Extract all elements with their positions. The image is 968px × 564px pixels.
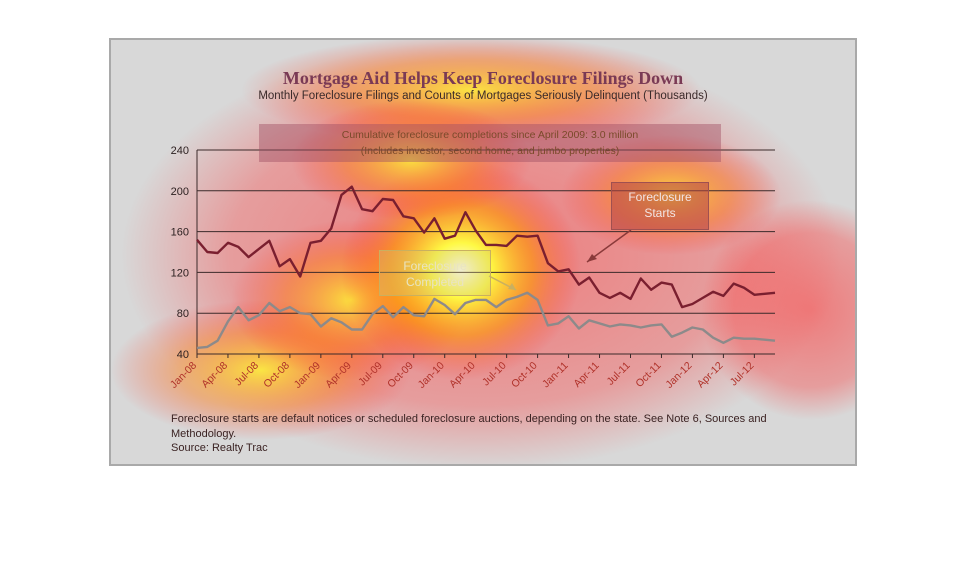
completed-arrowhead	[508, 283, 516, 290]
callout-starts-line-2: Starts	[644, 206, 676, 220]
x-tick-label: Oct-09	[385, 360, 416, 391]
x-tick-label: Apr-11	[571, 360, 601, 390]
x-tick-label: Jul-12	[728, 360, 757, 389]
source-text: Source: Realty Trac	[171, 442, 268, 454]
x-tick-label: Apr-08	[199, 360, 230, 391]
x-tick-label: Jan-09	[292, 360, 323, 391]
chart-subtitle: Monthly Foreclosure Filings and Counts o…	[258, 90, 708, 102]
x-tick-label: Jan-08	[168, 360, 199, 391]
y-tick-label: 240	[171, 145, 189, 157]
x-tick-label: Jan-10	[416, 360, 447, 391]
y-tick-label: 80	[177, 308, 189, 320]
x-tick-label: Apr-10	[447, 360, 478, 391]
x-tick-label: Jul-10	[480, 360, 509, 389]
note-line-2: (Includes investor, second home, and jum…	[360, 145, 620, 157]
note-line-1: Cumulative foreclosure completions since…	[341, 129, 639, 141]
chart-title: Mortgage Aid Helps Keep Foreclosure Fili…	[282, 68, 684, 88]
y-tick-label: 120	[171, 267, 189, 279]
x-tick-label: Apr-09	[323, 360, 354, 391]
foreclosure-starts-callout: Foreclosure Starts	[611, 182, 709, 230]
series-line-foreclosure-starts	[196, 185, 776, 309]
x-tick-label: Oct-11	[633, 360, 663, 390]
callout-arrows	[488, 229, 632, 291]
callout-starts-line-1: Foreclosure	[628, 190, 692, 204]
chart-frame: 40 80 120 160 200 240 Jan-08 Apr-08 Jul-08 Oct-0…	[109, 38, 857, 466]
y-axis-ticks: 40 80 120 160 200 240	[171, 145, 189, 361]
series-line-foreclosure-completed	[196, 291, 776, 350]
x-tick-label: Oct-08	[261, 360, 292, 391]
x-axis-ticks: Jan-08 Apr-08 Jul-08 Oct-08 Jan-09 Apr-09 Jul-…	[168, 354, 757, 391]
callout-completed-line-2: Completed	[405, 275, 465, 289]
x-tick-label: Jul-11	[604, 360, 632, 388]
footnote-text: Foreclosure starts are default notices o…	[171, 413, 767, 440]
y-tick-label: 160	[171, 227, 189, 239]
starts-arrowhead	[587, 254, 597, 262]
cumulative-note-box: Cumulative foreclosure completions since…	[259, 124, 721, 162]
x-tick-label: Apr-12	[695, 360, 726, 391]
x-tick-label: Jan-12	[663, 360, 694, 391]
y-tick-label: 200	[171, 186, 189, 198]
callout-completed-line-1: Foreclosure	[403, 259, 467, 273]
foreclosure-completed-callout: Foreclosure Completed	[379, 250, 491, 296]
x-tick-label: Jul-09	[356, 360, 385, 389]
series-group	[196, 185, 776, 350]
x-tick-label: Jul-08	[232, 360, 261, 389]
x-tick-label: Oct-10	[509, 360, 540, 391]
y-tick-label: 40	[177, 349, 189, 361]
x-tick-label: Jan-11	[540, 360, 571, 391]
